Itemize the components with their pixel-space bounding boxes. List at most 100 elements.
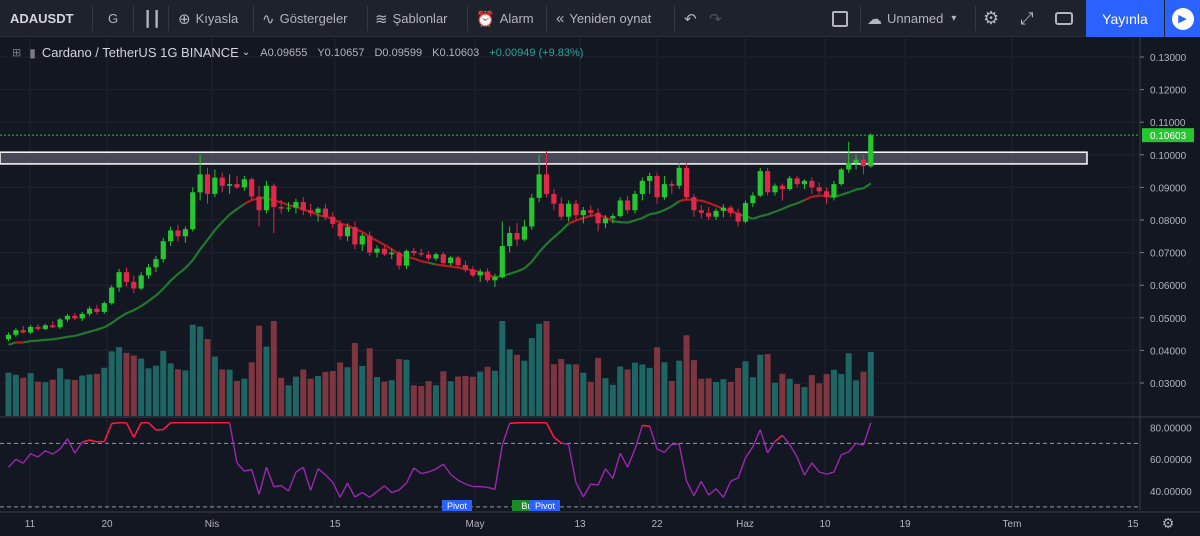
chart-style-button[interactable]: ┃┃: [143, 0, 166, 37]
price-tick-label: 0.08000: [1150, 216, 1187, 227]
volume-bar: [853, 380, 860, 416]
candle-body: [175, 230, 181, 237]
volume-bar: [374, 376, 380, 416]
collapse-icon[interactable]: ⊞: [12, 47, 22, 59]
candle-body: [330, 216, 336, 224]
candle-body: [337, 223, 343, 237]
volume-bar: [447, 381, 454, 416]
candle-body: [691, 197, 697, 211]
indicators-label: Göstergeler: [279, 11, 348, 26]
candle-body: [507, 233, 513, 247]
volume-bar: [779, 373, 786, 416]
volume-bar: [720, 379, 727, 416]
candle-body: [138, 275, 144, 289]
plus-circle-icon: ⊕: [178, 10, 191, 28]
publish-menu-button[interactable]: ▶: [1165, 0, 1200, 37]
fullscreen-button[interactable]: ⤢: [1020, 0, 1039, 37]
indicators-button[interactable]: ∿ Göstergeler: [262, 0, 348, 37]
volume-bar: [248, 362, 255, 416]
volume-bar: [189, 324, 196, 416]
candle-body: [79, 313, 85, 319]
volume-bar: [617, 366, 624, 416]
fullscreen-layout-button[interactable]: [832, 0, 848, 37]
undo-button[interactable]: ↶: [684, 0, 702, 37]
axis-settings-gear-icon[interactable]: ⚙: [1162, 515, 1175, 531]
volume-bar: [536, 323, 543, 416]
interval-button[interactable]: G: [108, 0, 118, 37]
volume-bar: [469, 376, 476, 416]
volume-bar: [86, 374, 93, 416]
candle-body: [499, 246, 505, 278]
volume-bar: [713, 382, 720, 416]
volume-bar: [749, 377, 756, 416]
alert-button[interactable]: ⏰ Alarm: [476, 0, 534, 37]
time-tick-label: 13: [574, 519, 586, 530]
camera-icon: [1055, 12, 1073, 25]
candle-body: [374, 248, 380, 253]
volume-bar: [609, 384, 616, 416]
compare-button[interactable]: ⊕ Kıyasla: [178, 0, 238, 37]
candle-body: [182, 229, 188, 237]
candle-body: [190, 192, 196, 230]
candle-body: [595, 212, 601, 224]
candle-body: [543, 174, 550, 194]
volume-bar: [292, 376, 299, 416]
top-toolbar: ADAUSDT G ┃┃ ⊕ Kıyasla ∿ Göstergeler ≋ Şabl…: [0, 0, 1200, 37]
volume-bar: [808, 375, 815, 416]
candle-body: [676, 167, 682, 186]
resistance-zone[interactable]: [0, 151, 1088, 165]
volume-bar: [801, 387, 808, 416]
redo-button[interactable]: ↷: [709, 0, 727, 37]
time-axis[interactable]: 11 20 Nis 15 May 13 22 Haz 10 19 Tem 15 ⚙: [0, 511, 1200, 531]
candle-body: [551, 193, 557, 204]
replay-label: Yeniden oynat: [569, 11, 652, 26]
candle-body: [411, 250, 417, 254]
gear-icon: ⚙: [983, 8, 1000, 28]
snapshot-button[interactable]: [1055, 0, 1073, 37]
legend-chevron-icon[interactable]: ⌄: [241, 47, 251, 58]
volume-bar: [506, 349, 513, 416]
volume-bar: [366, 348, 373, 416]
price-tick-label: 0.06000: [1150, 281, 1187, 292]
alarm-clock-icon: ⏰: [476, 10, 495, 28]
replay-button[interactable]: « Yeniden oynat: [556, 0, 651, 37]
volume-bar: [440, 371, 447, 416]
time-tick-label: 10: [819, 519, 831, 530]
volume-bar: [491, 370, 498, 416]
candle-body: [573, 203, 579, 216]
candle-body: [529, 197, 535, 227]
volume-bar: [226, 369, 233, 416]
symbol-search-button[interactable]: ADAUSDT: [10, 0, 74, 37]
candle-body: [816, 187, 822, 192]
candle-body: [558, 203, 564, 217]
layout-menu-button[interactable]: ☁ Unnamed ▾: [867, 0, 956, 37]
candle-body: [145, 267, 152, 276]
candle-body: [566, 203, 572, 217]
volume-bar: [764, 354, 771, 416]
volume-bar: [425, 381, 432, 416]
volume-bar: [484, 366, 491, 416]
volume-bar: [580, 372, 587, 416]
oscillator-line: [7, 422, 872, 498]
volume-bar: [668, 381, 675, 416]
settings-button[interactable]: ⚙: [983, 0, 1004, 37]
candle-body: [344, 227, 351, 237]
volume-bar: [690, 360, 697, 416]
candle-body: [580, 210, 586, 216]
interval-label: G: [108, 11, 119, 26]
candle-body: [639, 180, 645, 194]
publish-button[interactable]: Yayınla: [1086, 0, 1164, 37]
candle-body: [403, 250, 410, 266]
candle-body: [794, 178, 800, 185]
price-axis[interactable]: 0.13000 0.12000 0.11000 0.10000 0.09000 0.080…: [1140, 53, 1194, 390]
candle-body: [602, 218, 609, 224]
play-icon: ▶: [1171, 7, 1194, 30]
templates-button[interactable]: ≋ Şablonlar: [375, 0, 448, 37]
candle-body: [477, 271, 483, 276]
candle-body: [293, 202, 299, 208]
candle-body: [109, 287, 115, 304]
candle-body: [462, 264, 469, 270]
candle-body: [669, 184, 675, 186]
time-tick-label: 11: [25, 519, 36, 530]
